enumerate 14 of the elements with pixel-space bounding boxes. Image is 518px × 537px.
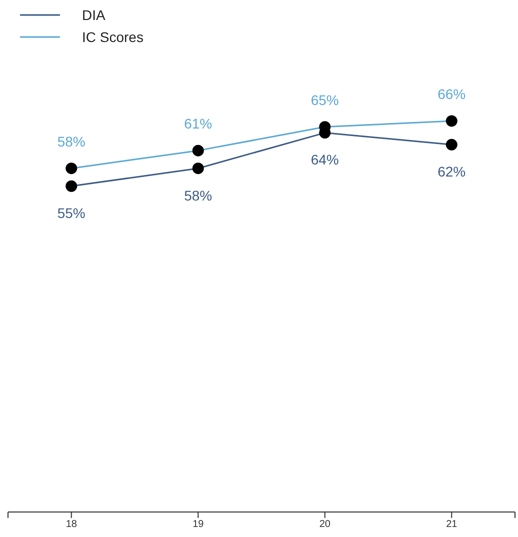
data-label: 65% — [310, 92, 339, 108]
x-tick-label: 19 — [192, 519, 204, 530]
data-label: 58% — [57, 133, 86, 150]
data-label: 61% — [184, 116, 212, 132]
data-label: 66% — [438, 86, 466, 102]
data-label: 64% — [310, 152, 339, 168]
data-label: 55% — [57, 205, 86, 222]
legend-label: IC Scores — [82, 29, 144, 45]
data-label: 58% — [184, 187, 212, 204]
x-tick-label: 20 — [319, 519, 331, 530]
x-tick-label: 21 — [446, 519, 458, 530]
legend-label: DIA — [82, 7, 106, 23]
data-label: 62% — [438, 164, 466, 180]
x-tick-label: 18 — [66, 519, 78, 530]
